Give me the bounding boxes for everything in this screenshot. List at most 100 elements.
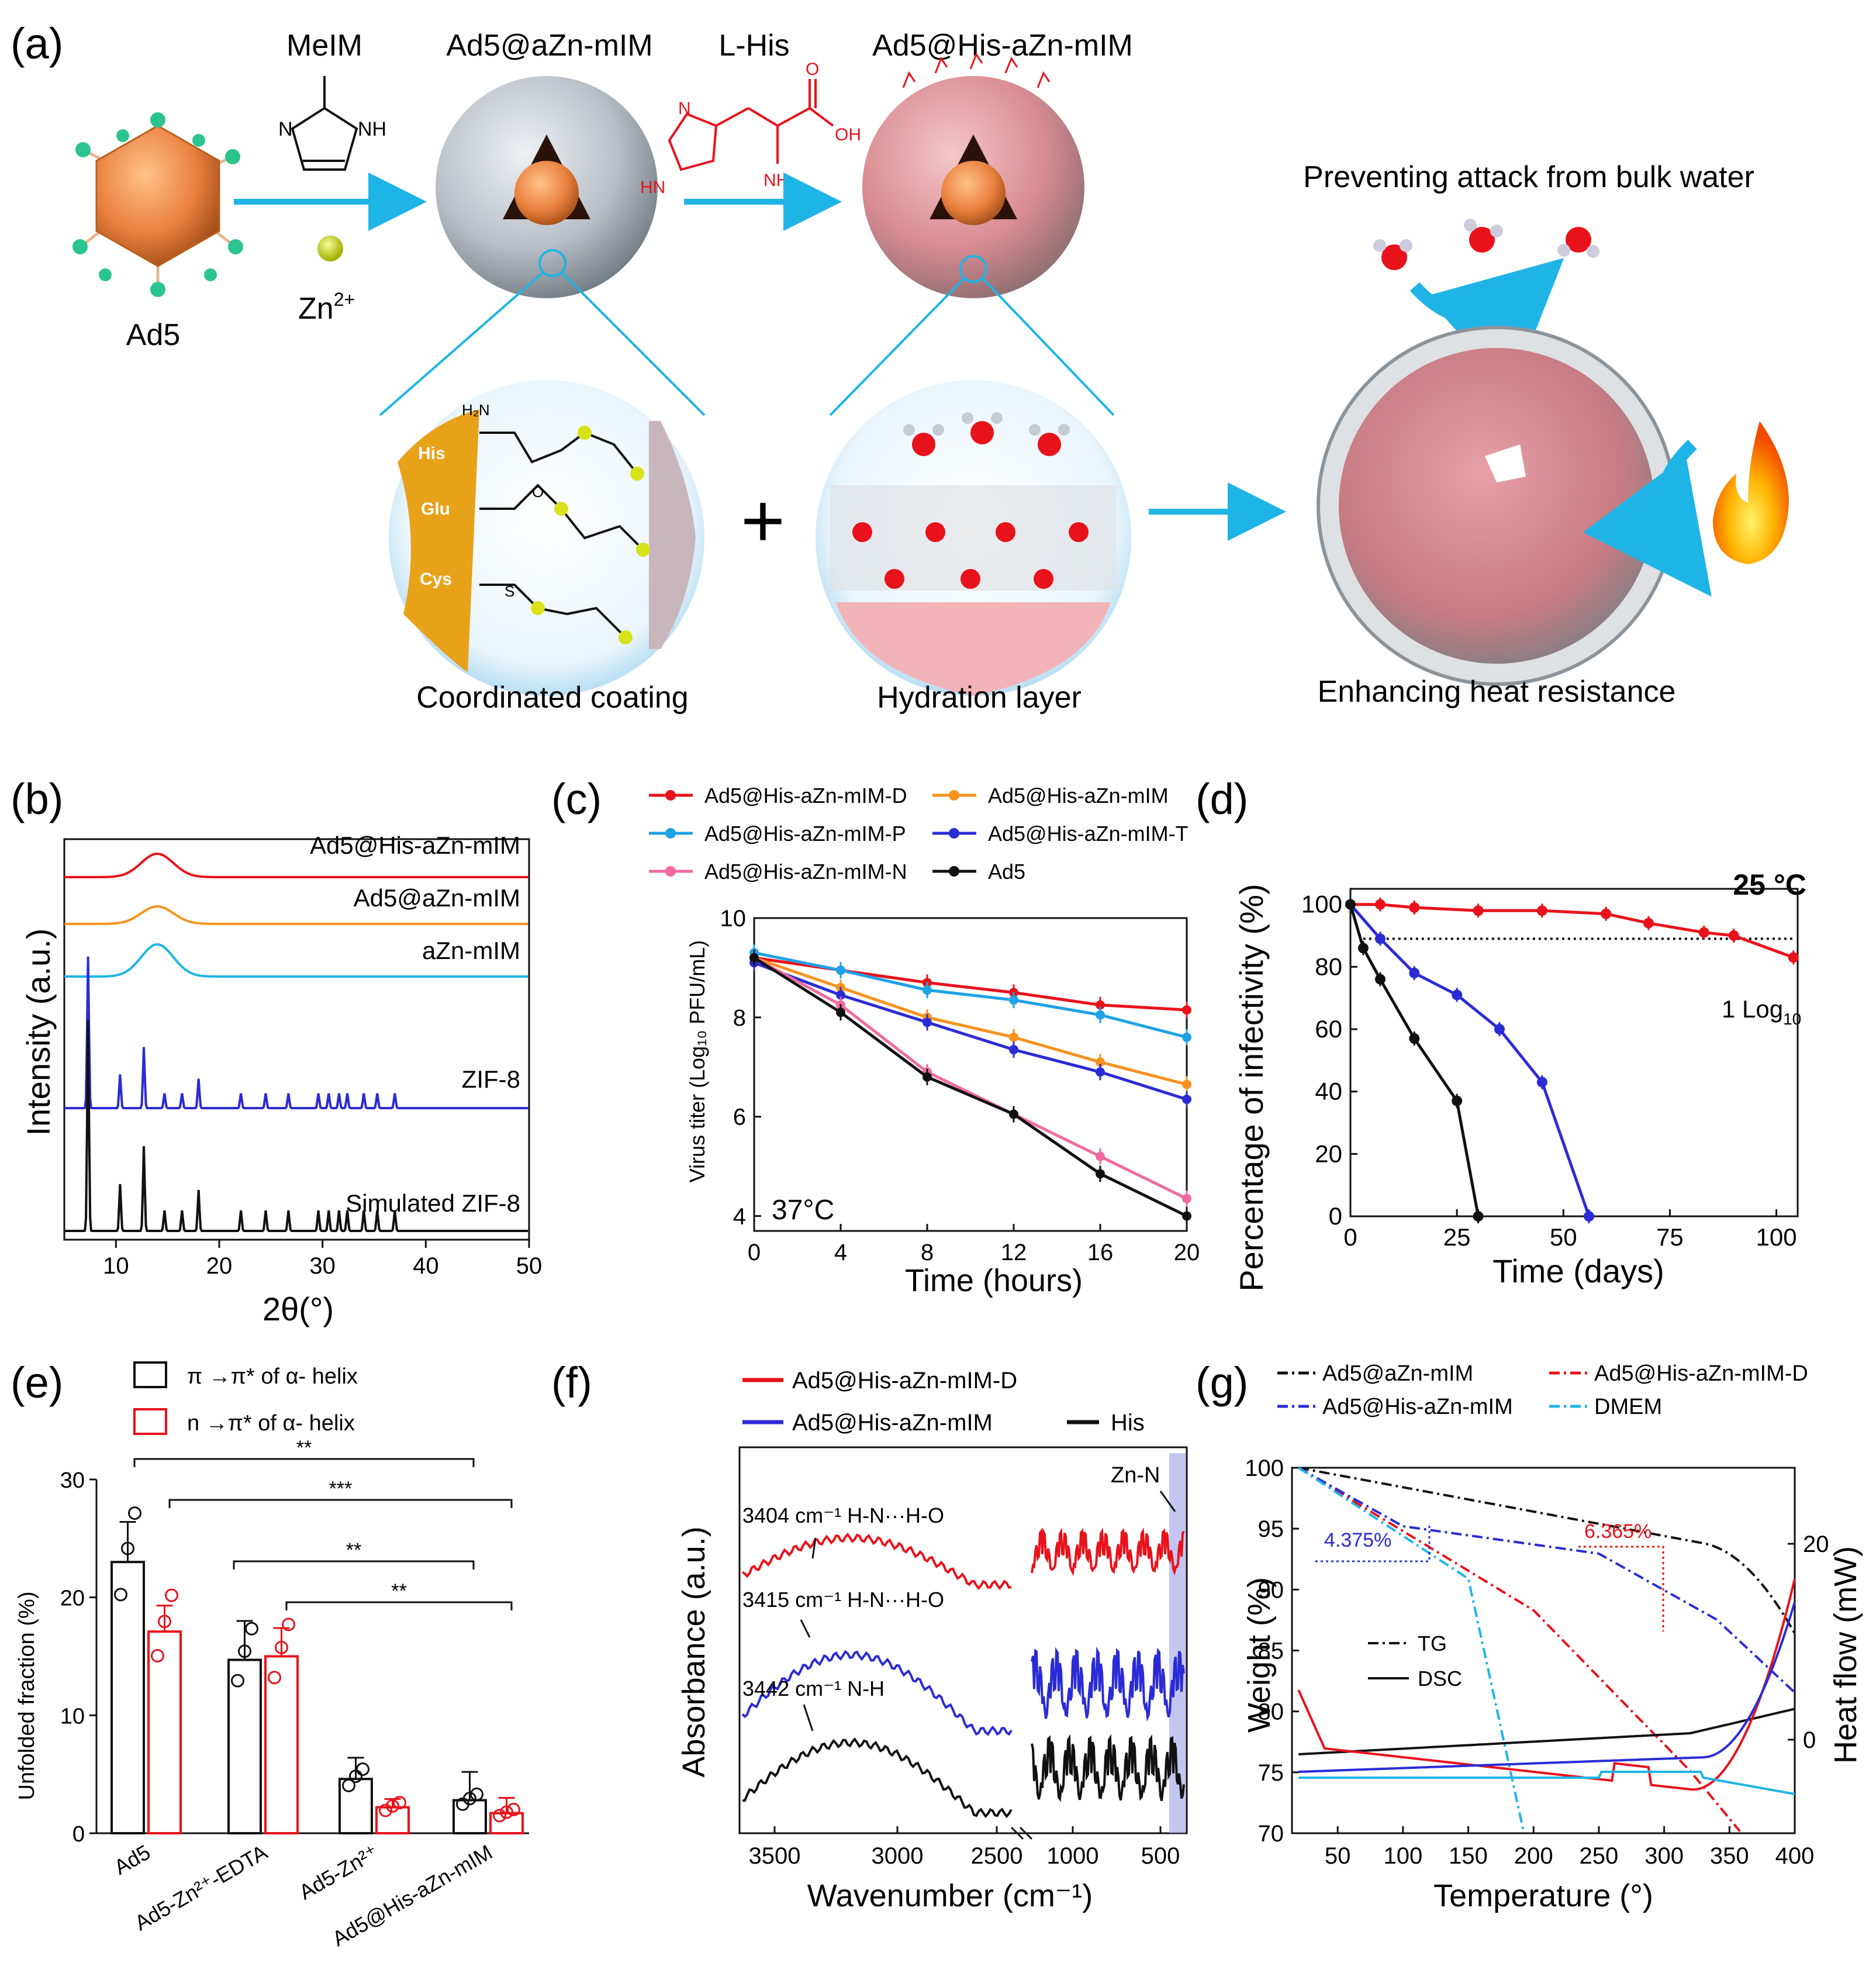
panel-letter-g: (g) [1196,1358,1248,1407]
c-point [1182,1094,1191,1104]
d-point [1584,1211,1594,1222]
e-category-label: Ad5 [110,1840,154,1879]
d-point [1643,917,1654,929]
e-data-point [386,1799,399,1813]
d-point [1536,1077,1547,1088]
g-legend-label-2: Ad5@His-aZn-mIM [1322,1395,1513,1419]
panel-letter-a: (a) [11,19,63,68]
b-series-label-3: ZIF-8 [462,1065,520,1093]
e-legend-label-black: π →π* of α- helix [187,1364,358,1389]
g-dsc-line-2 [1298,1602,1796,1773]
g-x-tick-label: 300 [1644,1843,1684,1869]
e-data-point [470,1787,483,1801]
c-point [1009,1032,1018,1042]
b-series-3 [64,956,528,1109]
residue-cys: Cys [420,570,452,589]
f-annotation: 3415 cm⁻¹ H-N···H-O [742,1588,944,1612]
c-point [1009,1109,1018,1119]
e-ylabel: Unfolded fraction (%) [15,1592,39,1800]
e-data-point [356,1762,369,1777]
d-x-tick-label: 100 [1756,1223,1797,1251]
b-series-0 [64,852,528,878]
c-point [1096,1057,1105,1067]
d-xlabel: Time (days) [1492,1253,1664,1289]
e-bar [264,1655,299,1834]
d-y-tick-label: 40 [1315,1078,1342,1105]
f-annotation: 3404 cm⁻¹ H-N···H-O [742,1503,944,1527]
d-y-tick-label: 100 [1301,891,1342,918]
e-data-point [158,1615,171,1629]
meim-structure [291,76,358,171]
e-data-point [379,1803,392,1817]
d-x-tick-label: 50 [1550,1223,1577,1251]
f-x-tick-label: 2500 [971,1843,1023,1869]
chem-o: O [532,483,544,501]
c-point [923,985,932,995]
d-point [1452,989,1463,1001]
g-ylabel-right: Heat flow (mW) [1828,1546,1863,1764]
g-style-legend-label: DSC [1418,1667,1462,1691]
c-y-tick-label: 4 [733,1204,746,1230]
plot-d: 0 25 50 75 100 0 20 40 60 80 100 [1301,888,1799,1251]
c-point [1096,1151,1105,1161]
d-title: 25 °C [1733,868,1806,901]
d-series-line-2 [1349,903,1480,1217]
g-tg-line-1 [1298,1467,1741,1832]
e-data-point [121,1541,134,1555]
d-point [1473,1211,1484,1222]
d-point [1452,1095,1463,1106]
ad5-label: Ad5 [126,318,181,352]
d-point [1494,1024,1505,1034]
deflect-arrow [1409,258,1564,392]
e-data-point [493,1809,506,1823]
e-y-tick-label: 10 [60,1704,85,1729]
e-data-point [231,1674,244,1688]
g-annotation-guide [1315,1523,1431,1562]
e-data-point [238,1644,251,1658]
panel-f: (f) Ad5@His-aZn-mIM-D Ad5@His-aZn-mIM Hi… [551,1358,1188,1913]
c-point [836,1008,845,1017]
plus-sign: + [741,478,785,563]
c-legend-label: Ad5@His-aZn-mIM [988,784,1169,808]
g-x-tick-label: 200 [1514,1843,1553,1869]
g-annotation: 4.375% [1324,1529,1391,1551]
c-annotation: 37°C [772,1195,834,1226]
g-dsc-line-0 [1298,1708,1795,1755]
e-significance-bracket [133,1458,475,1467]
e-category-label: Ad5-Zn²⁺ [295,1840,382,1904]
d-point [1375,974,1386,985]
c-legend-marker [665,866,676,877]
zoom-lines [379,249,1115,416]
e-data-point [128,1506,141,1520]
ad5-his-azn-sphere [862,52,1084,298]
c-point [1182,1211,1191,1221]
c-y-tick-label: 6 [733,1105,746,1130]
e-legend-swatch-black [133,1361,167,1388]
e-legend-swatch-red [133,1408,167,1435]
e-data-point [349,1769,362,1784]
f-xlabel: Wavenumber (cm⁻¹) [807,1878,1093,1913]
e-y-tick-label: 20 [60,1586,85,1611]
e-significance-bracket [285,1601,513,1610]
d-point [1788,952,1799,963]
residue-his: His [418,444,445,463]
hydration-layer-label: Hydration layer [877,681,1082,715]
b-x-tick-label: 30 [309,1253,336,1279]
g-legend-label-1: Ad5@His-aZn-mIM-D [1594,1361,1808,1386]
c-point [923,1017,932,1027]
zn-ion [317,236,343,261]
e-significance-bracket [233,1560,475,1569]
enhancing-label: Enhancing heat resistance [1318,675,1676,709]
e-bar [489,1812,524,1834]
e-data-point [275,1640,288,1654]
d-point [1536,905,1547,916]
c-ylabel: Virus titer (Log₁₀ PFU/mL) [685,940,709,1183]
b-series-label-4: Simulated ZIF-8 [346,1189,520,1217]
panel-c: (c) Virus titer (Log₁₀ PFU/mL) Time (hou… [551,775,1200,1298]
c-point [836,990,845,1000]
c-point [1009,995,1018,1005]
c-point [1096,1067,1105,1077]
g-tg-line-2 [1298,1467,1796,1693]
chem-h2n: H₂N [462,401,490,419]
